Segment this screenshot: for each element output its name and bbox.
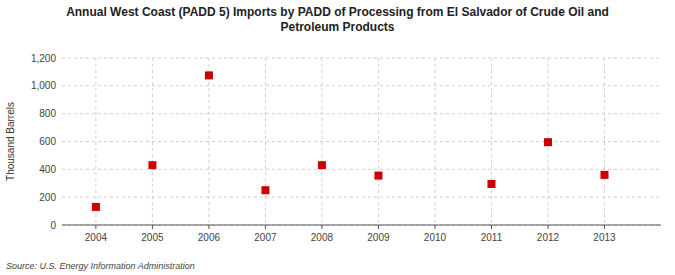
y-grid-line [62,58,661,59]
x-tick-label: 2013 [593,232,616,243]
x-grid-line [378,58,379,225]
y-tick-label: 1,200 [31,53,56,64]
x-grid-line [491,58,492,225]
x-tick-label: 2007 [254,232,277,243]
grid [62,58,661,225]
x-tick [265,225,266,229]
x-tick-label: 2006 [198,232,221,243]
x-tick-label: 2010 [424,232,447,243]
x-tick [604,225,605,229]
point [487,180,495,188]
x-tick [378,225,379,229]
point [374,172,382,180]
x-grid-line [265,58,266,225]
y-grid-line [62,113,661,114]
y-tick-label: 1,000 [31,80,56,91]
x-grid-line [434,58,435,225]
y-tick-label: 0 [50,220,56,231]
y-tick-label: 800 [39,108,56,119]
x-tick [208,225,209,229]
x-grid-line [208,58,209,225]
source-note: Source: U.S. Energy Information Administ… [6,261,195,271]
y-tick-label: 400 [39,164,56,175]
x-tick-label: 2012 [537,232,560,243]
point [600,171,608,179]
x-tick [491,225,492,229]
y-grid-line [62,197,661,198]
x-tick [321,225,322,229]
x-grid-line [604,58,605,225]
y-tick-label: 600 [39,136,56,147]
x-grid-line [321,58,322,225]
points [92,71,609,211]
x-tick [547,225,548,229]
y-grid-line [62,85,661,86]
x-tick [95,225,96,229]
x-tick [152,225,153,229]
x-tick-label: 2008 [311,232,334,243]
x-grid-line [95,58,96,225]
x-tick-label: 2009 [367,232,390,243]
x-axis-line [62,225,661,226]
x-tick [434,225,435,229]
point [205,71,213,79]
title: Annual West Coast (PADD 5) Imports by PA… [66,5,609,34]
point [261,186,269,194]
chart: Annual West Coast (PADD 5) Imports by PA… [0,0,675,275]
x-tick-label: 2004 [85,232,108,243]
point [318,161,326,169]
x-tick-label: 2011 [481,232,503,243]
y-tick-label: 200 [39,192,56,203]
x-tick-label: 2005 [141,232,164,243]
point [92,203,100,211]
y-grid-line [62,225,661,226]
y-grid-line [62,141,661,142]
point [544,138,552,146]
point [148,161,156,169]
x-grid-line [152,58,153,225]
y-axis-label: Thousand Barrels [5,102,16,181]
